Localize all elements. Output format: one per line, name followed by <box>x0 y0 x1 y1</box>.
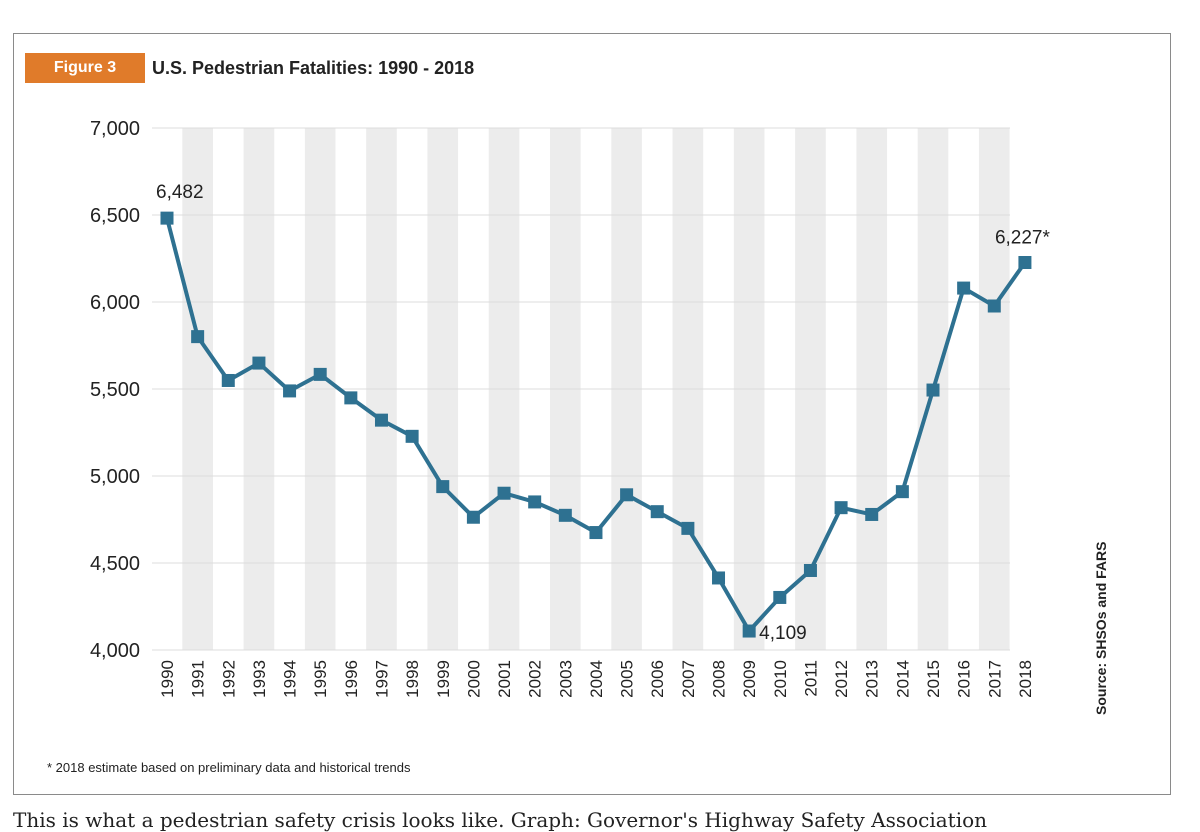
x-tick-label: 2005 <box>618 660 637 698</box>
data-point <box>436 480 450 494</box>
x-tick-label: 2010 <box>771 660 790 698</box>
y-tick-label: 5,000 <box>90 466 140 488</box>
y-tick-label: 5,500 <box>90 379 140 401</box>
data-point <box>926 383 940 397</box>
x-tick-label: 2016 <box>955 660 974 698</box>
x-tick-label: 2013 <box>863 660 882 698</box>
data-label: 6,482 <box>156 182 204 203</box>
data-point <box>865 507 879 521</box>
data-point <box>344 391 358 405</box>
data-points <box>160 211 1032 638</box>
x-tick-label: 1996 <box>342 660 361 698</box>
data-point <box>252 356 266 370</box>
data-point <box>405 429 419 443</box>
data-point <box>895 485 909 499</box>
data-point <box>681 521 695 535</box>
data-point <box>528 495 542 509</box>
data-point <box>313 367 327 381</box>
data-point <box>712 571 726 585</box>
x-tick-label: 2000 <box>464 660 483 698</box>
y-tick-label: 6,000 <box>90 292 140 314</box>
data-point <box>497 486 511 500</box>
x-tick-label: 1997 <box>372 660 391 698</box>
data-point <box>957 281 971 295</box>
footnote: * 2018 estimate based on preliminary dat… <box>47 760 411 775</box>
x-tick-label: 2004 <box>587 660 606 698</box>
x-tick-label: 2008 <box>710 660 729 698</box>
data-point <box>191 330 205 344</box>
data-label: 4,109 <box>759 623 807 644</box>
y-tick-label: 4,500 <box>90 553 140 575</box>
x-tick-label: 2007 <box>679 660 698 698</box>
x-tick-label: 2002 <box>526 660 545 698</box>
data-point <box>987 299 1001 313</box>
data-point <box>589 526 603 540</box>
x-tick-label: 1993 <box>250 660 269 698</box>
data-point <box>742 624 756 638</box>
series-line <box>165 217 1027 634</box>
x-tick-label: 2018 <box>1016 660 1035 698</box>
data-point <box>160 211 174 225</box>
gridlines <box>152 127 1010 651</box>
y-axis-ticks: 4,000 4,500 5,000 5,500 6,000 6,500 7,000 <box>90 118 140 662</box>
y-tick-label: 6,500 <box>90 205 140 227</box>
x-tick-label: 1990 <box>158 660 177 698</box>
data-point <box>558 508 572 522</box>
x-tick-label: 2009 <box>740 660 759 698</box>
x-tick-label: 2003 <box>556 660 575 698</box>
x-tick-label: 2017 <box>985 660 1004 698</box>
x-tick-label: 1991 <box>189 660 208 698</box>
x-tick-label: 1999 <box>434 660 453 698</box>
x-tick-label: 2012 <box>832 660 851 698</box>
image-caption: This is what a pedestrian safety crisis … <box>13 808 988 832</box>
x-tick-label: 2014 <box>893 660 912 698</box>
series-line-group <box>165 217 1027 634</box>
data-point <box>1018 256 1032 270</box>
data-annotations: 6,482 4,109 6,227* <box>156 182 1051 644</box>
x-tick-label: 1992 <box>219 660 238 698</box>
x-tick-label: 2001 <box>495 660 514 698</box>
x-tick-label: 1994 <box>281 660 300 698</box>
x-tick-label: 2006 <box>648 660 667 698</box>
x-axis-ticks: 1990 1991 1992 1993 1994 1995 1996 1997 1998 1999… <box>158 660 1035 698</box>
data-point <box>620 488 634 502</box>
chart-title: U.S. Pedestrian Fatalities: 1990 - 2018 <box>152 58 475 78</box>
data-point <box>374 413 388 427</box>
data-point <box>803 563 817 577</box>
data-point <box>773 590 787 604</box>
x-tick-label: 2011 <box>801 660 820 697</box>
data-point <box>650 505 664 519</box>
data-label: 6,227* <box>995 228 1051 249</box>
data-point <box>834 501 848 515</box>
data-point <box>283 384 297 398</box>
x-tick-label: 1995 <box>311 660 330 698</box>
data-point <box>466 510 480 524</box>
y-tick-label: 7,000 <box>90 118 140 140</box>
figure-badge: Figure 3 <box>25 53 145 83</box>
source-label: Source: SHSOs and FARS <box>1093 541 1109 715</box>
x-tick-label: 1998 <box>403 660 422 698</box>
y-tick-label: 4,000 <box>90 640 140 662</box>
x-tick-label: 2015 <box>924 660 943 698</box>
data-point <box>221 373 235 387</box>
